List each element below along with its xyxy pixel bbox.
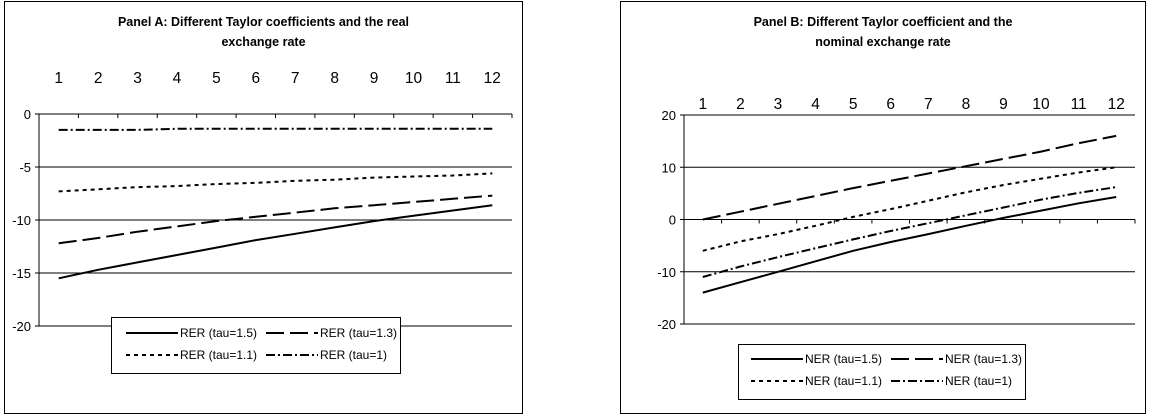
legend-label: RER (tau=1.1)	[180, 348, 258, 362]
x-tick-label: 4	[811, 96, 820, 113]
y-tick-label: -20	[657, 317, 676, 332]
x-tick-label: 10	[1032, 96, 1050, 113]
legend-entry: RER (tau=1.3)	[266, 326, 397, 340]
x-tick-label: 11	[445, 70, 461, 87]
x-tick-label: 7	[291, 70, 300, 87]
legend-label: RER (tau=1.5)	[180, 326, 258, 340]
x-tick-label: 8	[330, 70, 339, 87]
y-tick-label: 20	[662, 108, 676, 123]
legend-entry: NER (tau=1.1)	[751, 374, 882, 388]
legend-entry: NER (tau=1.3)	[891, 352, 1022, 366]
legend-entry: NER (tau=1)	[891, 374, 1012, 388]
x-tick-label: 5	[212, 70, 221, 87]
series-line-1	[702, 196, 1117, 294]
legend-entry: RER (tau=1)	[266, 348, 387, 362]
chart-title-line-2: nominal exchange rate	[815, 35, 951, 49]
series-line-4	[702, 186, 1117, 278]
chart-title-line-1: Panel A: Different Taylor coefficients a…	[117, 15, 410, 29]
chart-title-line-2: exchange rate	[221, 35, 306, 49]
series-line-2	[702, 134, 1117, 221]
legend-entry: RER (tau=1.5)	[126, 326, 257, 340]
y-tick-label: -20	[12, 319, 31, 334]
x-tick-label: 1	[698, 96, 707, 113]
series-line-2	[58, 194, 493, 245]
x-tick-label: 8	[962, 96, 971, 113]
x-tick-label: 9	[370, 70, 379, 87]
x-tick-label: 3	[133, 70, 142, 87]
y-tick-label: 0	[24, 107, 31, 122]
panel-a-legend: RER (tau=1.5) RER (tau=1.3) RER (tau=1.1) R…	[111, 317, 401, 374]
series-line-3	[58, 172, 493, 193]
chart-title-line-1: Panel B: Different Taylor coefficient an…	[753, 15, 1013, 29]
y-tick-label: 10	[662, 160, 676, 175]
legend-entry: NER (tau=1.5)	[751, 352, 882, 366]
y-tick-label: -15	[12, 266, 31, 281]
y-tick-label: 0	[669, 213, 676, 228]
legend-swatch	[266, 332, 318, 334]
y-tick-label: -10	[657, 265, 676, 280]
panel-a-chart: Panel A: Different Taylor coefficients a…	[4, 1, 523, 414]
legend-swatch	[266, 354, 318, 356]
x-tick-label: 1	[54, 70, 63, 87]
x-tick-label: 9	[999, 96, 1008, 113]
y-tick-label: -5	[19, 160, 31, 175]
x-tick-label: 4	[173, 70, 182, 87]
panel-a-plot: 0-5-10-15-201 2 3 4 5 6 7 8 9 10 11 12	[12, 70, 513, 334]
panel-b-chart: Panel B: Different Taylor coefficient an…	[620, 1, 1146, 414]
x-tick-label: 6	[886, 96, 895, 113]
legend-entry: RER (tau=1.1)	[126, 348, 257, 362]
legend-swatch	[126, 332, 178, 334]
legend-swatch	[751, 358, 803, 360]
series-line-1	[58, 204, 493, 280]
series-line-3	[702, 166, 1117, 252]
legend-label: NER (tau=1.3)	[945, 352, 1023, 366]
series-line-4	[58, 127, 493, 131]
legend-label: NER (tau=1.1)	[805, 374, 883, 388]
legend-swatch	[891, 358, 943, 360]
chart-title: Panel B: Different Taylor coefficient an…	[621, 12, 1145, 52]
legend-label: RER (tau=1)	[320, 348, 388, 362]
panel-b-legend: NER (tau=1.5) NER (tau=1.3) NER (tau=1.1) N…	[738, 344, 1026, 400]
x-tick-label: 2	[736, 96, 745, 113]
y-tick-label: -10	[12, 213, 31, 228]
x-tick-label: 7	[924, 96, 933, 113]
legend-swatch	[751, 380, 803, 382]
x-tick-label: 12	[1108, 96, 1125, 113]
x-tick-label: 6	[251, 70, 260, 87]
legend-swatch	[126, 354, 178, 356]
chart-title: Panel A: Different Taylor coefficients a…	[5, 12, 522, 52]
legend-label: NER (tau=1.5)	[805, 352, 883, 366]
x-tick-label: 2	[94, 70, 103, 87]
legend-label: RER (tau=1.3)	[320, 326, 398, 340]
x-tick-label: 3	[774, 96, 783, 113]
x-tick-label: 12	[484, 70, 501, 87]
x-tick-label: 11	[1071, 96, 1087, 113]
x-tick-label: 5	[849, 96, 858, 113]
x-tick-label: 10	[405, 70, 423, 87]
legend-swatch	[891, 380, 943, 382]
legend-label: NER (tau=1)	[945, 374, 1013, 388]
